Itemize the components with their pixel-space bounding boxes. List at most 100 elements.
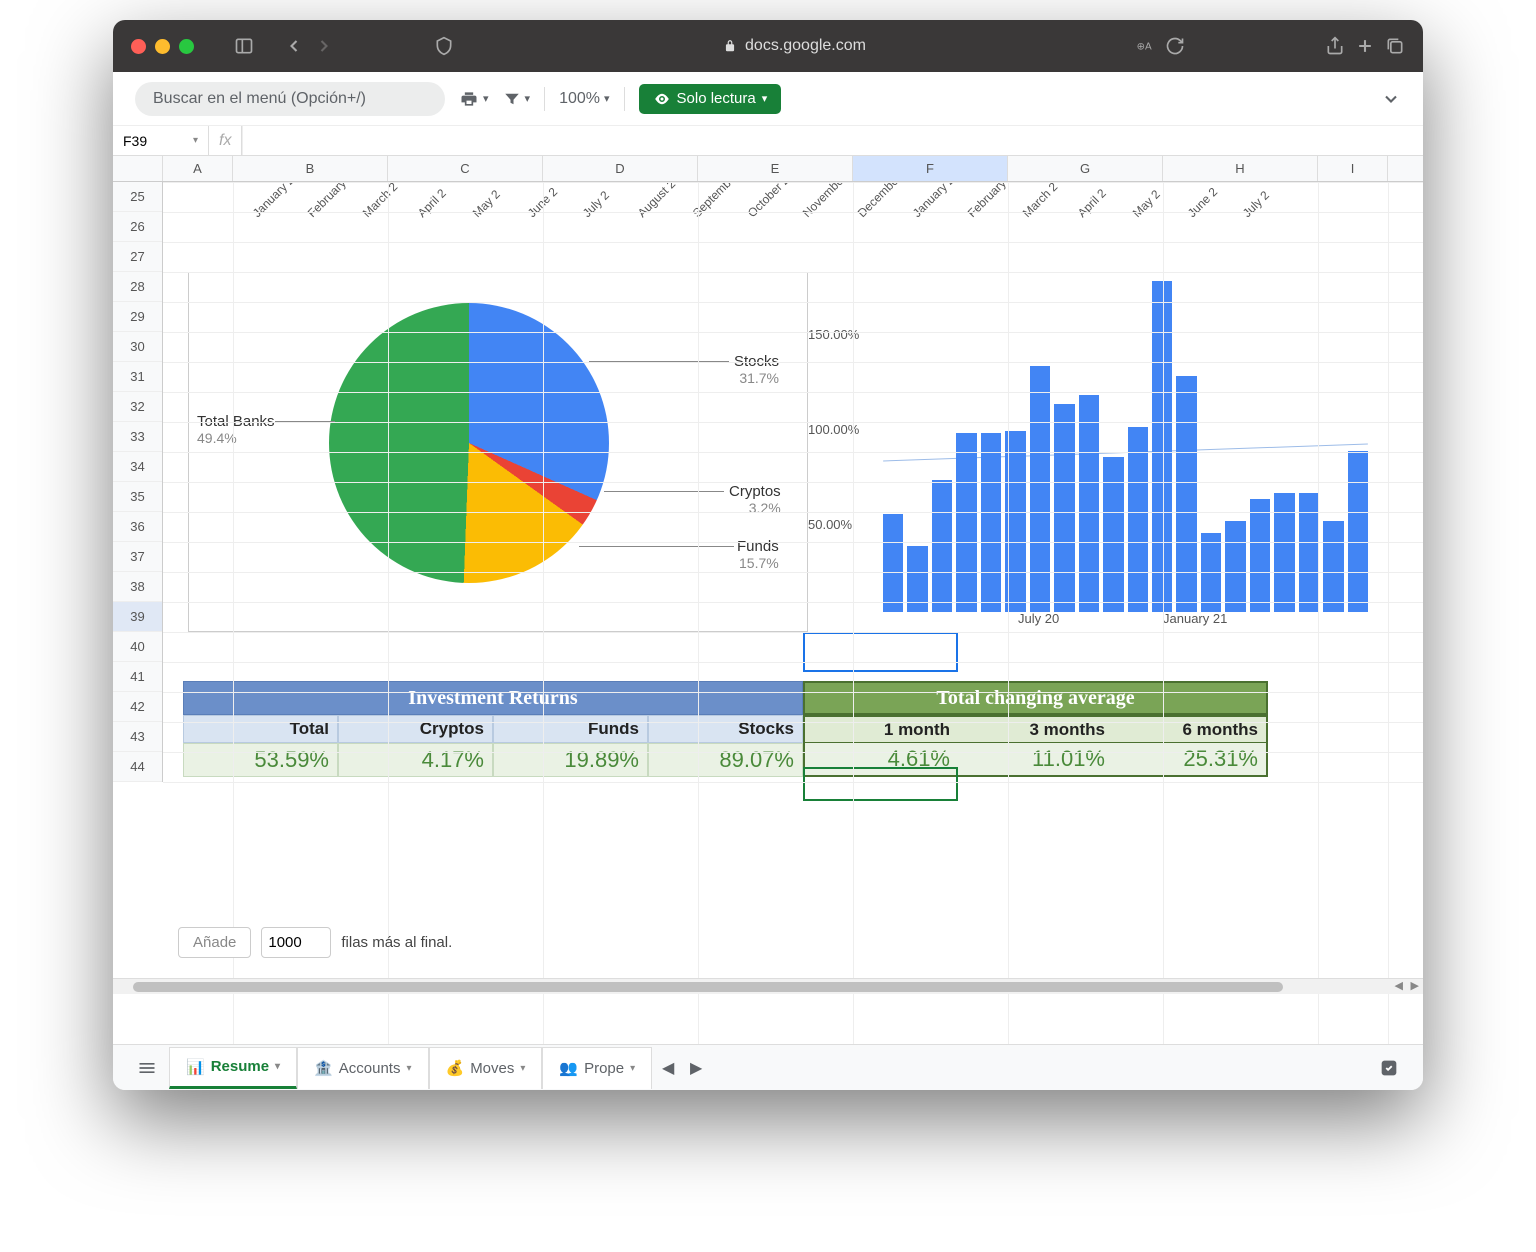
bar	[1128, 427, 1148, 612]
zoom-level[interactable]: 100% ▾	[559, 90, 609, 108]
spreadsheet-grid[interactable]: ABCDEFGHI 252627282930313233343536373839…	[113, 156, 1423, 1044]
close-window-button[interactable]	[131, 39, 146, 54]
returns-col-header: Total	[183, 715, 338, 743]
traffic-lights	[131, 39, 194, 54]
col-header[interactable]	[113, 156, 163, 181]
reload-icon[interactable]	[1165, 36, 1185, 56]
column-headers: ABCDEFGHI	[113, 156, 1423, 182]
bar	[1250, 499, 1270, 612]
avg-col-header: 1 month	[803, 715, 958, 743]
row-header[interactable]: 32	[113, 392, 162, 422]
avg-value: 25.31%	[1113, 743, 1268, 777]
returns-col-header: Stocks	[648, 715, 803, 743]
address-bar[interactable]: docs.google.com	[723, 37, 866, 55]
returns-value: 4.17%	[338, 743, 493, 777]
row-header[interactable]: 29	[113, 302, 162, 332]
menu-search[interactable]: Buscar en el menú (Opción+/)	[135, 82, 445, 116]
ytick: 150.00%	[808, 327, 859, 342]
maximize-window-button[interactable]	[179, 39, 194, 54]
bar	[883, 514, 903, 612]
back-button[interactable]	[284, 36, 304, 56]
formula-bar[interactable]	[242, 126, 1423, 155]
view-only-badge[interactable]: Solo lectura ▾	[639, 84, 782, 114]
row-header[interactable]: 44	[113, 752, 162, 782]
ytick: 100.00%	[808, 422, 859, 437]
bar	[1323, 521, 1343, 612]
sheet-tab[interactable]: 👥Prope▾	[542, 1047, 652, 1089]
bar	[1030, 366, 1050, 612]
expand-toolbar-icon[interactable]	[1381, 89, 1401, 109]
url-text: docs.google.com	[745, 37, 866, 55]
tabs-scroll-right[interactable]: ▶	[684, 1056, 708, 1080]
new-tab-icon[interactable]	[1355, 36, 1375, 56]
col-header[interactable]: F	[853, 156, 1008, 181]
explore-button[interactable]	[1371, 1050, 1407, 1086]
bar	[1176, 376, 1196, 612]
row-header[interactable]: 33	[113, 422, 162, 452]
row-header[interactable]: 31	[113, 362, 162, 392]
selected-cell-f39	[803, 632, 958, 672]
bar	[956, 433, 976, 612]
col-header[interactable]: G	[1008, 156, 1163, 181]
sidebar-icon[interactable]	[234, 36, 254, 56]
svg-text:⊕A: ⊕A	[1137, 41, 1152, 52]
sheet-tab[interactable]: 📊Resume▾	[169, 1047, 297, 1089]
scroll-left-icon[interactable]: ◀	[1395, 979, 1403, 992]
col-header[interactable]: C	[388, 156, 543, 181]
scrollbar-thumb[interactable]	[133, 982, 1283, 992]
bar	[1079, 395, 1099, 612]
sheet-tabs: 📊Resume▾🏦Accounts▾💰Moves▾👥Prope▾ ◀ ▶	[113, 1044, 1423, 1090]
returns-header: Investment Returns	[183, 681, 803, 715]
print-button[interactable]: ▾	[459, 89, 489, 109]
row-header[interactable]: 30	[113, 332, 162, 362]
name-box[interactable]: F39▾	[113, 126, 209, 155]
translate-icon[interactable]: ⊕A	[1135, 36, 1155, 56]
col-header[interactable]: D	[543, 156, 698, 181]
share-icon[interactable]	[1325, 36, 1345, 56]
row-header[interactable]: 43	[113, 722, 162, 752]
col-header[interactable]: B	[233, 156, 388, 181]
row-header[interactable]: 41	[113, 662, 162, 692]
pie-label-banks: Total Banks49.4%	[197, 413, 275, 446]
row-header[interactable]: 35	[113, 482, 162, 512]
green-outline-cell	[803, 767, 958, 801]
add-rows-button[interactable]: Añade	[178, 927, 251, 958]
row-header[interactable]: 25	[113, 182, 162, 212]
row-header[interactable]: 28	[113, 272, 162, 302]
returns-value: 19.89%	[493, 743, 648, 777]
add-rows-input[interactable]	[261, 927, 331, 958]
row-header[interactable]: 34	[113, 452, 162, 482]
row-header[interactable]: 26	[113, 212, 162, 242]
shield-icon[interactable]	[434, 36, 454, 56]
col-header[interactable]: E	[698, 156, 853, 181]
col-header[interactable]: A	[163, 156, 233, 181]
row-header[interactable]: 36	[113, 512, 162, 542]
minimize-window-button[interactable]	[155, 39, 170, 54]
row-header[interactable]: 39	[113, 602, 162, 632]
tabs-scroll-left[interactable]: ◀	[656, 1056, 680, 1080]
row-header[interactable]: 38	[113, 572, 162, 602]
row-header[interactable]: 37	[113, 542, 162, 572]
bars	[883, 272, 1368, 612]
scroll-right-icon[interactable]: ▶	[1411, 979, 1419, 992]
sheet-tab[interactable]: 🏦Accounts▾	[297, 1047, 428, 1089]
name-box-row: F39▾ fx	[113, 126, 1423, 156]
sheet-tab[interactable]: 💰Moves▾	[429, 1047, 543, 1089]
bar	[1225, 521, 1245, 612]
bar	[1274, 493, 1294, 612]
row-header[interactable]: 42	[113, 692, 162, 722]
tabs-icon[interactable]	[1385, 36, 1405, 56]
bar	[1299, 493, 1319, 612]
row-header[interactable]: 27	[113, 242, 162, 272]
forward-button[interactable]	[314, 36, 334, 56]
browser-window: docs.google.com ⊕A Buscar en el menú (Op…	[113, 20, 1423, 1090]
col-header[interactable]: H	[1163, 156, 1318, 181]
filter-button[interactable]: ▾	[503, 90, 531, 108]
all-sheets-menu[interactable]	[129, 1050, 165, 1086]
horizontal-scrollbar[interactable]: ▶ ◀	[113, 978, 1423, 994]
bar	[1103, 457, 1123, 612]
eye-icon	[653, 90, 671, 108]
col-header[interactable]: I	[1318, 156, 1388, 181]
bar	[1054, 404, 1074, 612]
row-header[interactable]: 40	[113, 632, 162, 662]
